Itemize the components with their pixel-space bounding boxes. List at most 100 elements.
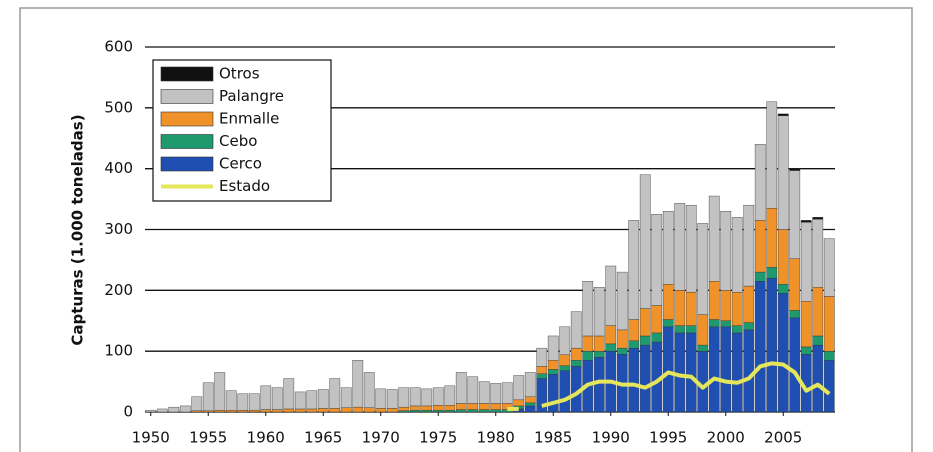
bar-segment — [823, 360, 835, 413]
bar-segment — [271, 387, 283, 410]
bar-segment — [616, 329, 628, 349]
x-tick-label: 1950 — [132, 429, 170, 447]
bar-segment — [708, 195, 720, 282]
bar-segment — [593, 357, 605, 413]
plot: 0 100 200 300 400 500 600 1950 1955 1960 1965 1970 1… — [104, 38, 835, 447]
bar-segment — [812, 335, 824, 346]
bar-segment — [593, 335, 605, 352]
bar-segment — [708, 281, 720, 320]
bar-segment — [639, 344, 651, 413]
bar-segment — [777, 113, 789, 116]
bar-segment — [823, 296, 835, 352]
bar-segment — [248, 409, 260, 413]
bar-segment — [145, 409, 157, 413]
x-tick-label: 1985 — [534, 429, 572, 447]
bar-segment — [582, 281, 594, 337]
bar-segment — [731, 291, 743, 326]
x-tick-label: 2000 — [707, 429, 745, 447]
bar-segment — [685, 291, 697, 326]
bar-segment — [283, 378, 295, 410]
bar-segment — [708, 319, 720, 328]
bar-segment — [708, 326, 720, 413]
bar-segment — [559, 354, 571, 366]
bar-segment — [421, 409, 433, 413]
y-tick-label: 300 — [104, 220, 133, 238]
bar-segment — [294, 391, 306, 410]
bar-segment — [662, 326, 674, 413]
bar-segment — [674, 203, 686, 291]
bar-segment — [352, 360, 364, 408]
bar-segment — [478, 409, 490, 413]
bar-segment — [605, 343, 617, 352]
bar-segment — [777, 284, 789, 294]
bar-segment — [812, 217, 824, 220]
bar-segment — [191, 396, 203, 411]
bar-segment — [513, 399, 525, 407]
bar-segment — [536, 366, 548, 374]
y-tick-label: 600 — [104, 38, 133, 56]
bar-segment — [697, 223, 709, 315]
x-tick-label: 1990 — [592, 429, 630, 447]
bar-segment — [536, 373, 548, 379]
bar-segment — [260, 385, 272, 410]
bar-segment — [662, 319, 674, 328]
bar-segment — [386, 389, 398, 409]
bar-segment — [754, 220, 766, 273]
bar-segment — [754, 281, 766, 413]
bar-segment — [685, 332, 697, 413]
legend-label: Palangre — [219, 87, 284, 105]
legend-swatch — [160, 89, 214, 104]
bar-segment — [570, 311, 582, 349]
bar-segment — [444, 409, 456, 413]
bar-segment — [421, 405, 433, 411]
bar-segment — [593, 350, 605, 358]
legend-label: Estado — [219, 177, 270, 195]
bar-segment — [375, 408, 387, 413]
bar-segment — [754, 144, 766, 221]
bar-segment — [478, 403, 490, 410]
bar-segment — [524, 396, 536, 404]
bar-segment — [490, 409, 502, 413]
bar-segment — [524, 402, 536, 407]
y-tick-label: 500 — [104, 98, 133, 116]
bar-segment — [214, 409, 226, 413]
bar-segment — [720, 320, 732, 328]
bar-segment — [674, 290, 686, 326]
x-tick-label: 1955 — [189, 429, 227, 447]
bar-segment — [513, 375, 525, 401]
y-tick-label: 200 — [104, 281, 133, 299]
bar-segment — [202, 382, 214, 411]
bar-segment — [536, 347, 548, 367]
bar-segment — [547, 374, 559, 413]
legend-box — [152, 59, 332, 202]
bar-segment — [248, 393, 260, 411]
bar-segment — [731, 332, 743, 413]
bar-segment — [329, 408, 341, 413]
y-tick-label: 0 — [123, 403, 133, 421]
bar-segment — [317, 389, 329, 409]
bar-segment — [582, 350, 594, 361]
bar-segment — [720, 326, 732, 413]
bar-segment — [789, 168, 801, 171]
bar-segment — [455, 403, 467, 410]
bar-segment — [524, 405, 536, 413]
bar-segment — [766, 267, 778, 279]
bar-segment — [559, 365, 571, 371]
bar-segment — [260, 409, 272, 413]
bar-segment — [628, 340, 640, 349]
bar-segment — [789, 310, 801, 318]
bar-segment — [455, 372, 467, 404]
bar-segment — [490, 403, 502, 410]
bar-segment — [168, 406, 180, 413]
bar-segment — [800, 221, 812, 302]
bar-segment — [283, 408, 295, 413]
y-tick-label: 100 — [104, 342, 133, 360]
x-tick-label: 2005 — [764, 429, 802, 447]
legend-label: Cerco — [219, 155, 262, 173]
legend-swatch — [160, 66, 214, 82]
bar-segment — [547, 335, 559, 361]
bar-segment — [777, 293, 789, 413]
bar-segment — [271, 409, 283, 413]
